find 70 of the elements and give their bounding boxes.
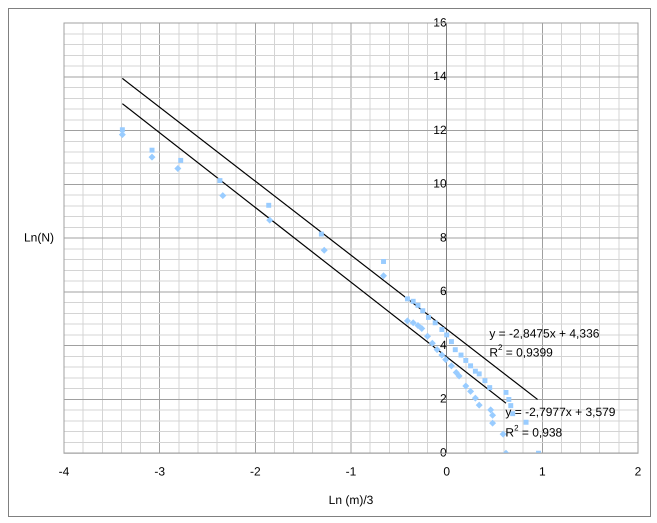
point [476,402,483,409]
point [444,332,450,338]
point [410,298,416,304]
point [508,403,514,408]
x-tick-label: 1 [538,464,546,479]
point [410,319,417,326]
point [458,352,464,358]
point [424,332,432,340]
point [118,131,126,138]
point [404,317,411,324]
point [426,314,431,320]
point [452,369,460,376]
x-axis-title: Ln (m)/3 [328,493,374,508]
point [428,340,436,347]
point [178,158,184,163]
x-tick-label: 2 [634,464,642,479]
point [472,394,479,402]
y-tick-label: 4 [440,338,447,352]
point [418,324,426,332]
point [414,322,422,329]
point [438,352,446,359]
x-tick-label: -3 [154,464,166,479]
point [489,412,496,419]
point [463,358,468,363]
point [452,347,458,352]
point [217,178,222,184]
point [504,390,508,395]
point [524,420,529,425]
point [448,339,454,344]
point [404,296,410,302]
point [468,363,474,368]
y-tick-label: 10 [433,176,447,191]
point [432,320,438,326]
y-tick-label: 8 [440,230,447,244]
point [448,362,455,370]
point [318,232,324,237]
point [482,378,488,384]
annotation: y = -2,8475x + 4,336 [489,326,600,340]
point [462,382,470,390]
y-tick-label: 2 [440,392,447,406]
x-tick-label: -2 [250,464,261,479]
point [415,302,420,308]
point [150,148,154,153]
point [266,216,274,224]
point [506,396,512,402]
y-tick-label: 14 [433,69,447,84]
point [467,388,474,395]
point [420,308,426,314]
y-axis-title: Ln(N) [24,230,54,244]
x-tick-label: -1 [346,464,357,479]
point [476,371,482,376]
point [219,192,226,200]
point [174,164,182,172]
annotation: y = -2,7977x + 3,579 [505,405,616,420]
point [381,259,386,264]
x-tick-label: -4 [58,464,70,479]
point [320,246,328,254]
point [148,154,156,161]
y-tick-label: 6 [440,284,447,298]
point [266,202,272,208]
point [456,372,463,380]
y-tick-label: 12 [433,122,447,137]
point [442,356,450,364]
point [120,127,125,132]
point [439,327,444,332]
point [489,420,496,427]
point [380,272,388,280]
point [487,385,492,390]
point [487,406,494,414]
point [434,346,441,354]
